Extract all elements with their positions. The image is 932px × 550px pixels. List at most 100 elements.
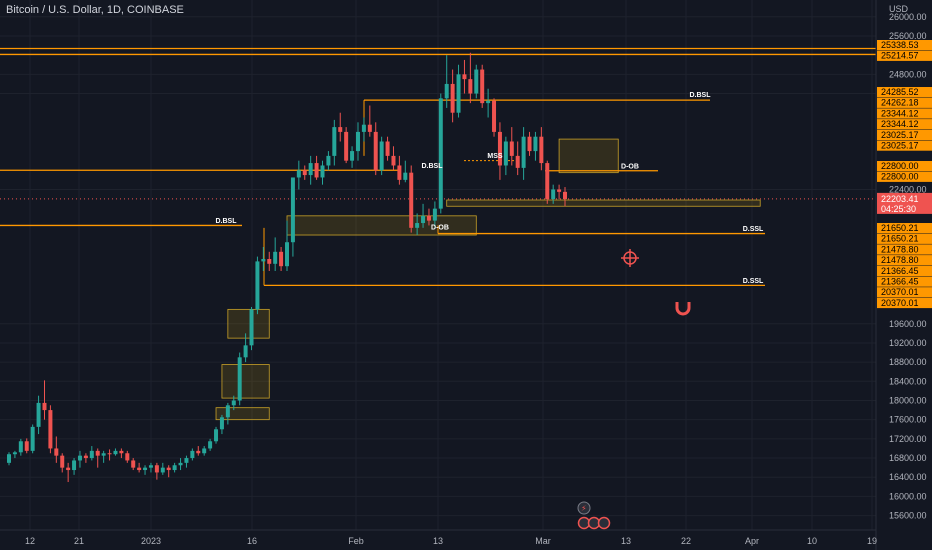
price-tag-bg (877, 87, 932, 98)
y-tick-label: 26000.00 (889, 12, 927, 22)
candle-body (101, 453, 106, 456)
candle-body (160, 467, 165, 473)
candle-body (361, 124, 366, 132)
candle-body (426, 215, 431, 221)
annotations: D.BSL D.BSL D.BSL D-OB D-OB MSS D.SSL D.SSL (216, 92, 765, 285)
y-tick-label: 18000.00 (889, 395, 927, 405)
candle-body (148, 465, 153, 468)
candle-body (54, 448, 59, 456)
y-tick-label: 25600.00 (889, 31, 927, 41)
price-tag-label: 21650.21 (881, 234, 919, 244)
candle-body (509, 141, 514, 156)
x-tick-label: Feb (348, 536, 364, 546)
order-block-zones (215, 138, 761, 421)
liquidity-levels (0, 47, 876, 287)
candle-body (320, 165, 325, 178)
candle-body (125, 453, 130, 461)
x-tick-label: 22 (681, 536, 691, 546)
candle-body (379, 141, 384, 171)
price-tag-bg (877, 97, 932, 108)
candle-body (373, 131, 378, 171)
order-block-zone (221, 364, 270, 399)
candle-body (184, 458, 189, 463)
price-tag-bg (877, 108, 932, 119)
candle-body (267, 259, 272, 264)
grid-lines (0, 0, 876, 530)
candle-body (367, 124, 372, 132)
candle-body (172, 465, 177, 471)
symbol-title: Bitcoin / U.S. Dollar, 1D, COINBASE (6, 4, 184, 16)
order-block-zone (227, 308, 270, 339)
candle-body (190, 450, 195, 459)
candle-body (89, 450, 94, 459)
candle-body (119, 450, 124, 454)
price-tag-label: 21478.80 (881, 255, 919, 265)
price-tag-bg (877, 140, 932, 151)
candle-body (432, 208, 437, 221)
price-tag-label: 24262.18 (881, 98, 919, 108)
x-tick-label: 13 (433, 536, 443, 546)
x-tick-label: Apr (745, 536, 759, 546)
price-tag-bg (877, 161, 932, 172)
candle-body (196, 450, 201, 454)
price-tag-bg (877, 244, 932, 255)
candle-body (438, 98, 443, 209)
x-tick-label: Mar (535, 536, 551, 546)
candle-body (249, 309, 254, 346)
price-tag-label: 22800.00 (881, 172, 919, 182)
candle-body (208, 441, 213, 449)
candle-body (326, 155, 331, 166)
chart-tools: ⚡ (577, 249, 691, 530)
candle-body (243, 345, 248, 358)
candle-body (302, 170, 307, 176)
y-tick-label: 18400.00 (889, 376, 927, 386)
y-tick-label: 16400.00 (889, 472, 927, 482)
candle-body (273, 251, 278, 264)
magnet-icon (675, 302, 691, 316)
price-tag-label: 23025.17 (881, 141, 919, 151)
candle-body (279, 251, 284, 267)
annotation-label: D.SSL (743, 278, 764, 285)
annotation-label: D-OB (621, 163, 639, 170)
y-tick-label: 17600.00 (889, 415, 927, 425)
price-tag-bg (877, 171, 932, 182)
candle-body (521, 136, 526, 168)
price-tag-label: 21366.45 (881, 266, 919, 276)
candle-body (231, 400, 236, 406)
candle-body (12, 452, 17, 455)
annotation-label: D.BSL (422, 163, 444, 170)
candle-body (456, 74, 461, 113)
y-tick-label: 19600.00 (889, 319, 927, 329)
y-tick-label: 22400.00 (889, 184, 927, 194)
x-tick-label: 2023 (141, 536, 161, 546)
candle-body (18, 441, 23, 453)
candle-body (36, 402, 41, 427)
candle-body (385, 141, 390, 156)
y-tick-label: 17200.00 (889, 434, 927, 444)
x-tick-label: 21 (74, 536, 84, 546)
candle-body (137, 467, 142, 471)
candle-body (296, 170, 301, 178)
price-tag-bg (877, 40, 932, 51)
candle-body (515, 155, 520, 168)
price-tag-bg (877, 233, 932, 244)
candle-body (492, 100, 497, 132)
candle-body (462, 74, 467, 80)
candle-body (24, 441, 29, 451)
current-price-tag (877, 192, 932, 214)
time-axis[interactable]: 12 21 2023 16 Feb 13 Mar 13 22 Apr 10 19 (0, 529, 877, 546)
price-tag-bg (877, 287, 932, 298)
candles (7, 52, 568, 483)
price-tag-bg (877, 265, 932, 276)
candle-body (344, 131, 349, 161)
candle-body (497, 131, 502, 166)
annotation-label: MSS (487, 153, 503, 160)
candle-body (95, 450, 100, 456)
candle-body (77, 455, 82, 461)
current-price-label: 22203.41 (881, 194, 919, 204)
candle-body (290, 177, 295, 243)
candle-body (202, 448, 207, 454)
annotation-label: D.BSL (690, 92, 712, 99)
candle-body (42, 402, 47, 411)
